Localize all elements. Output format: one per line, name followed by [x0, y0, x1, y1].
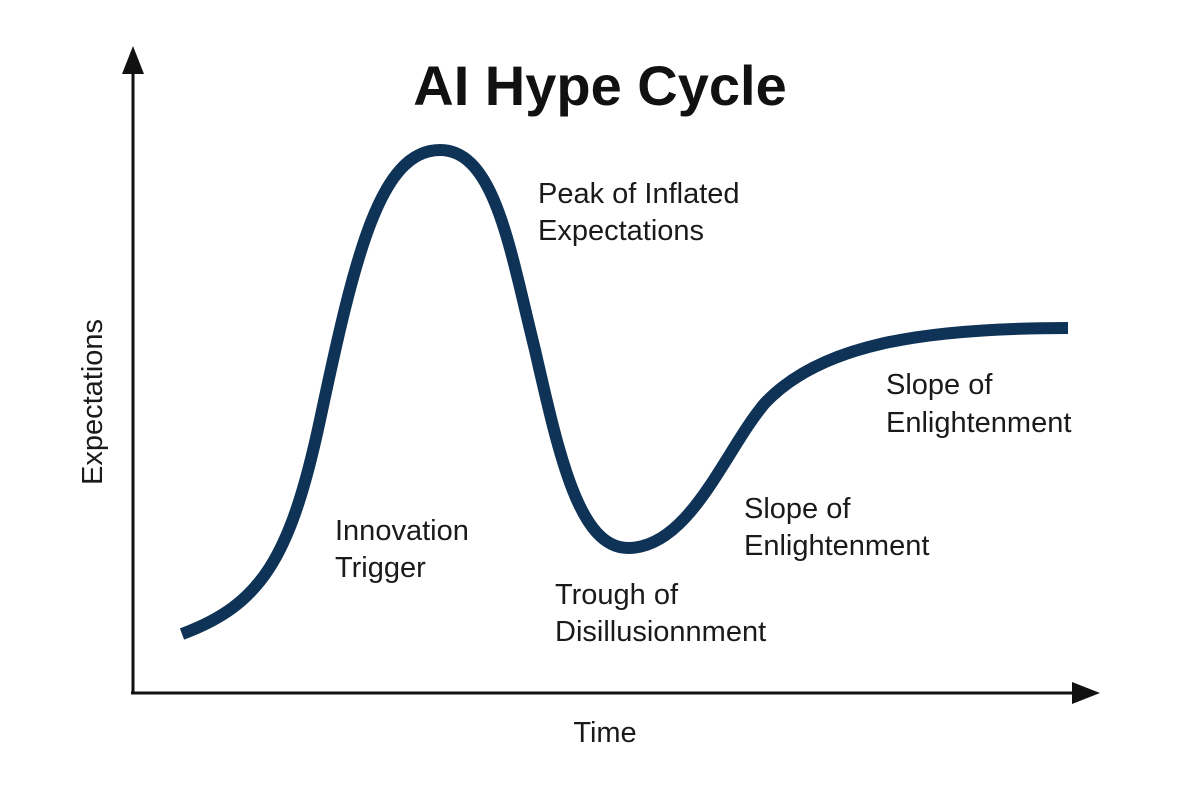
phase-label-line: Expectations — [538, 215, 704, 247]
x-axis-label: Time — [573, 717, 636, 749]
diagram-title: AI Hype Cycle — [413, 54, 787, 117]
phase-label-line: Trigger — [335, 552, 426, 584]
y-axis-arrowhead — [122, 46, 144, 74]
phase-label-line: Slope of — [886, 369, 993, 401]
phase-label-peak: Peak of Inflated Expectations — [538, 178, 748, 247]
hype-curve — [179, 143, 1069, 640]
phase-label-innovation-trigger: Innovation Trigger — [335, 515, 477, 584]
phase-label-trough: Trough of Disillusionnment — [555, 579, 766, 648]
phase-label-line: Peak of Inflated — [538, 178, 740, 210]
phase-label-line: Slope of — [744, 493, 851, 525]
phase-label-line: Innovation — [335, 515, 469, 547]
phase-label-line: Enlightenment — [886, 407, 1071, 439]
y-axis-label: Expectations — [77, 319, 109, 485]
phase-label-slope-upper: Slope of Enlightenment — [886, 369, 1071, 439]
phase-label-line: Enlightenment — [744, 530, 929, 562]
phase-label-line: Trough of — [555, 579, 679, 611]
phase-label-slope-lower: Slope of Enlightenment — [744, 493, 929, 562]
phase-label-line: Disillusionnment — [555, 616, 766, 648]
x-axis-arrowhead — [1072, 682, 1100, 704]
